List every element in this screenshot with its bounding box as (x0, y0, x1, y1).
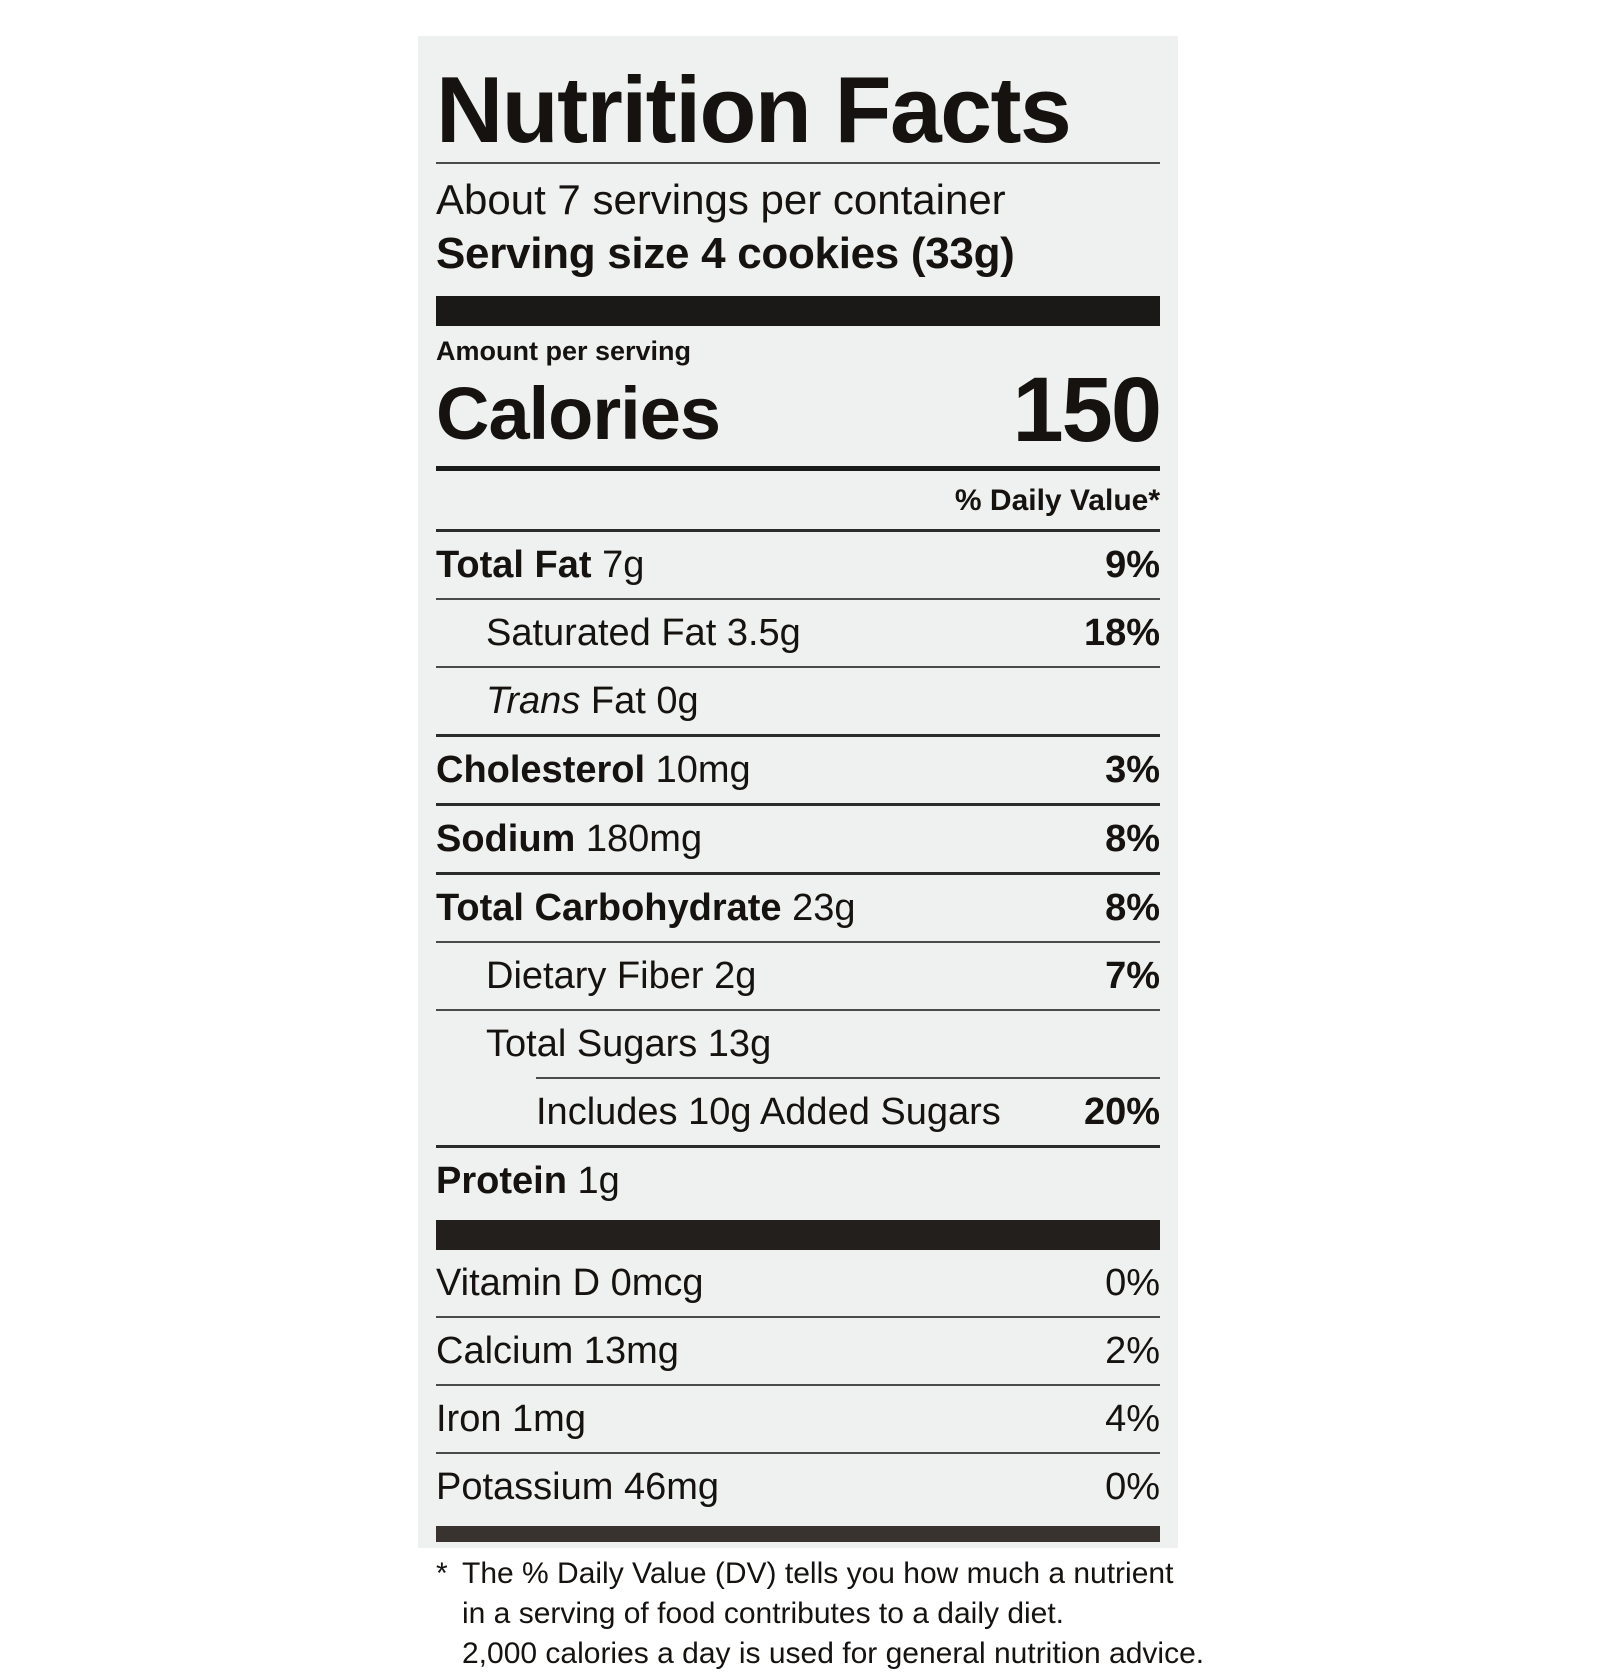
row-divider (436, 1009, 1160, 1011)
nutrient-row-total-carbohydrate: Total Carbohydrate 23g 8% (436, 875, 1160, 941)
nutrient-dv: 9% (1105, 544, 1160, 586)
micronutrient-dv: 4% (1105, 1398, 1160, 1440)
nutrient-amount: 1g (577, 1160, 620, 1202)
micronutrient-section-bar (436, 1220, 1160, 1250)
nutrient-row-added-sugars: Includes 10g Added Sugars 20% (436, 1079, 1160, 1145)
nutrient-dv: 20% (1083, 1091, 1160, 1133)
row-divider (436, 734, 1160, 737)
nutrient-row-cholesterol: Cholesterol 10mg 3% (436, 737, 1160, 803)
footnote-section-bar (436, 1526, 1160, 1542)
calories-label: Calories (436, 372, 721, 455)
daily-value-header: % Daily Value* (954, 484, 1160, 517)
nutrient-name: Total Fat (436, 544, 592, 586)
nutrient-amount: 13g (707, 1023, 772, 1065)
nutrient-name-amount: Sodium 180mg (436, 816, 702, 862)
nutrient-dv: 18% (1083, 612, 1160, 654)
nutrient-name: Trans (486, 680, 581, 722)
page-title: Nutrition Facts (436, 57, 1072, 162)
nutrient-dv: 8% (1105, 887, 1160, 929)
servings-per-container: About 7 servings per container (436, 176, 1006, 223)
footnote-line-1: The % Daily Value (DV) tells you how muc… (462, 1557, 1174, 1590)
row-divider (536, 1077, 1160, 1079)
nutrition-facts-panel: Nutrition Facts About 7 servings per con… (418, 36, 1204, 1670)
footnote: * The % Daily Value (DV) tells you how m… (436, 1542, 1205, 1674)
row-divider (436, 1316, 1160, 1318)
serving-section-bar (436, 296, 1160, 326)
nutrient-amount: 23g (792, 887, 856, 929)
nutrient-name-amount: Dietary Fiber 2g (486, 953, 756, 999)
nutrient-dv: 7% (1105, 955, 1160, 997)
nutrient-name-amount: Saturated Fat 3.5g (486, 610, 801, 656)
nutrient-dv: 3% (1105, 749, 1160, 791)
row-divider (436, 1452, 1160, 1454)
row-divider (436, 666, 1160, 668)
nutrient-name-amount: Total Fat 7g (436, 542, 644, 588)
nutrient-row-sodium: Sodium 180mg 8% (436, 806, 1160, 872)
nutrient-row-total-fat: Total Fat 7g 9% (436, 532, 1160, 598)
nutrient-amount: 180mg (585, 818, 703, 860)
micronutrient-dv: 2% (1105, 1330, 1160, 1372)
micronutrient-dv: 0% (1105, 1262, 1160, 1304)
row-divider (436, 803, 1160, 806)
nutrient-name-amount: Total Sugars 13g (486, 1021, 771, 1067)
nutrient-name-amount: Total Carbohydrate 23g (436, 885, 856, 931)
nutrient-amount: 10mg (655, 749, 751, 791)
nutrition-label-page: Nutrition Facts About 7 servings per con… (418, 36, 1205, 1670)
nutrient-name-amount: Trans Fat 0g (486, 678, 699, 724)
row-divider (436, 529, 1160, 532)
footnote-asterisk: * (436, 1557, 448, 1590)
micronutrient-row-vitamin-d: Vitamin D 0mcg 0% (436, 1250, 1160, 1316)
calories-section-bar (436, 466, 1160, 471)
nutrient-amount: 7g (602, 544, 645, 586)
nutrient-dv: 8% (1105, 818, 1160, 860)
nutrient-amount: 2g (714, 955, 757, 997)
micronutrient-name: Vitamin D 0mcg (436, 1262, 704, 1304)
calories-value: 150 (1012, 359, 1162, 461)
micronutrient-name: Potassium 46mg (436, 1466, 720, 1508)
row-divider (436, 1384, 1160, 1386)
calories-row: Calories 150 (436, 359, 1162, 461)
nutrient-name-amount: Cholesterol 10mg (436, 747, 751, 793)
nutrient-name: Dietary Fiber (486, 955, 704, 997)
nutrient-row-saturated-fat: Saturated Fat 3.5g 18% (436, 600, 1160, 666)
nutrient-name-amount: Protein 1g (436, 1158, 620, 1204)
nutrient-row-total-sugars: Total Sugars 13g (436, 1011, 1160, 1077)
nutrient-name: Saturated Fat (486, 612, 717, 654)
row-divider (436, 598, 1160, 600)
row-divider (436, 1145, 1160, 1148)
nutrient-amount: 3.5g (726, 612, 801, 654)
nutrient-row-dietary-fiber: Dietary Fiber 2g 7% (436, 943, 1160, 1009)
nutrient-name: Sodium (436, 818, 576, 860)
footnote-line-3: 2,000 calories a day is used for general… (462, 1637, 1205, 1670)
nutrient-name: Total Carbohydrate (436, 887, 782, 929)
title-divider (436, 162, 1160, 164)
micronutrient-row-potassium: Potassium 46mg 0% (436, 1454, 1160, 1520)
footnote-line-2: in a serving of food contributes to a da… (462, 1597, 1065, 1630)
nutrient-name: Includes 10g Added Sugars (536, 1091, 1001, 1133)
nutrient-amount: Fat 0g (590, 680, 699, 722)
micronutrient-row-iron: Iron 1mg 4% (436, 1386, 1160, 1452)
micronutrient-name: Iron 1mg (436, 1398, 586, 1440)
row-divider (436, 872, 1160, 875)
nutrient-row-trans-fat: Trans Fat 0g (436, 668, 1160, 734)
nutrient-name: Protein (436, 1160, 567, 1202)
row-divider (436, 941, 1160, 943)
serving-size: Serving size 4 cookies (33g) (436, 229, 1015, 278)
micronutrient-dv: 0% (1105, 1466, 1160, 1508)
micronutrient-row-calcium: Calcium 13mg 2% (436, 1318, 1160, 1384)
nutrient-name: Total Sugars (486, 1023, 698, 1065)
nutrient-name: Cholesterol (436, 749, 646, 791)
micronutrient-name: Calcium 13mg (436, 1330, 679, 1372)
nutrient-row-protein: Protein 1g (436, 1148, 1160, 1214)
amount-per-serving-label: Amount per serving (436, 336, 692, 366)
